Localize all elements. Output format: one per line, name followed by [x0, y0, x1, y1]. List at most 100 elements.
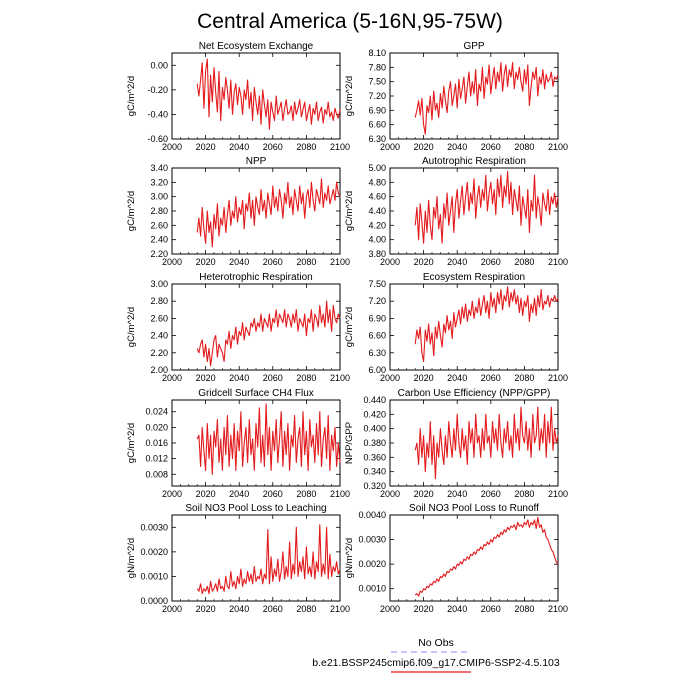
legend: No Obs b.e21.BSSP245cmip6.f09_g17.CMIP6-… — [312, 637, 560, 673]
x-tick-label: 2080 — [296, 142, 316, 152]
x-tick-label: 2080 — [296, 489, 316, 499]
y-axis-label: gC/m^2/d — [344, 191, 355, 231]
x-tick-label: 2000 — [380, 373, 400, 383]
y-tick-label: 7.80 — [368, 62, 386, 72]
y-axis-label: gN/m^2/d — [126, 538, 137, 578]
x-tick-label: 2000 — [380, 257, 400, 267]
panel-ecosystem-respiration: Ecosystem Respiration 2000 2020 2040 2060 208… — [344, 272, 568, 383]
x-tick-label: 2020 — [196, 142, 216, 152]
plot-frame — [171, 52, 341, 140]
y-tick-label: 4.60 — [368, 192, 386, 202]
y-tick-label: 4.00 — [368, 235, 386, 245]
x-tick-label: 2020 — [414, 142, 434, 152]
panel-autotrophic-respiration: Autotrophic Respiration 2000 2020 2040 2060 2… — [344, 156, 568, 267]
x-tick-label: 2000 — [162, 142, 182, 152]
x-tick-label: 2040 — [447, 373, 467, 383]
x-tick-label: 2060 — [263, 489, 283, 499]
y-tick-label: 0.440 — [363, 395, 386, 405]
y-tick-label: 6.30 — [368, 134, 386, 144]
x-tick-label: 2080 — [296, 257, 316, 267]
y-tick-label: 0.340 — [363, 467, 386, 477]
x-tick-label: 2000 — [162, 373, 182, 383]
x-tick-label: 2060 — [481, 142, 501, 152]
x-tick-label: 2040 — [229, 373, 249, 383]
x-tick-label: 2040 — [229, 142, 249, 152]
y-tick-label: 2.60 — [150, 313, 168, 323]
panel-gridcell-surface-ch4-flux: Gridcell Surface CH4 Flux 2000 2020 2040 206… — [126, 388, 350, 499]
x-tick-label: 2100 — [548, 142, 568, 152]
y-tick-label: 2.40 — [150, 235, 168, 245]
y-tick-label: 0.020 — [145, 422, 168, 432]
x-tick-label: 2000 — [380, 142, 400, 152]
series-line-npp — [196, 178, 341, 248]
series-line-gpp — [414, 62, 559, 135]
y-tick-label: 6.60 — [368, 331, 386, 341]
y-tick-label: 6.60 — [368, 120, 386, 130]
y-tick-label: 0.008 — [145, 469, 168, 479]
panel-soil-no3-pool-loss-to-runoff: Soil NO3 Pool Loss to Runoff 2000 2020 2040… — [344, 503, 568, 614]
x-tick-label: 2000 — [162, 604, 182, 614]
plot-frame — [389, 283, 559, 371]
panel-heterotrophic-respiration: Heterotrophic Respiration 2000 2020 2040 206… — [126, 272, 350, 383]
x-tick-label: 2000 — [162, 489, 182, 499]
y-tick-label: 2.00 — [150, 365, 168, 375]
y-tick-label: 4.80 — [368, 177, 386, 187]
y-tick-label: 8.10 — [368, 48, 386, 58]
legend-obs-label: No Obs — [418, 637, 454, 649]
x-tick-label: 2060 — [263, 142, 283, 152]
panel-gpp: GPP 2000 2020 2040 2060 2080 2100 8.10 7.80 7.50 7… — [344, 41, 568, 152]
y-tick-label: 2.80 — [150, 296, 168, 306]
y-axis-label: gC/m^2/d — [126, 76, 137, 116]
x-tick-label: 2040 — [447, 489, 467, 499]
series-line-net-ecosystem-exchange — [196, 58, 341, 130]
x-tick-label: 2060 — [481, 373, 501, 383]
legend-model-label: b.e21.BSSP245cmip6.f09_g17.CMIP6-SSP2-4.… — [312, 657, 560, 669]
panel-title: NPP — [246, 156, 267, 167]
y-tick-label: 3.40 — [150, 163, 168, 173]
x-tick-label: 2000 — [162, 257, 182, 267]
x-tick-label: 2040 — [229, 257, 249, 267]
y-tick-label: 0.012 — [145, 454, 168, 464]
y-tick-label: 0.400 — [363, 424, 386, 434]
y-tick-label: 0.360 — [363, 452, 386, 462]
x-tick-label: 2020 — [414, 257, 434, 267]
y-tick-label: 0.0030 — [358, 535, 386, 545]
series-line-soil-no3-pool-loss-to-runoff — [414, 516, 559, 597]
y-tick-label: 7.20 — [368, 296, 386, 306]
y-tick-label: 0.00 — [150, 60, 168, 70]
x-tick-label: 2100 — [548, 373, 568, 383]
y-tick-label: 7.20 — [368, 91, 386, 101]
x-tick-label: 2060 — [481, 604, 501, 614]
x-tick-label: 2020 — [196, 604, 216, 614]
x-tick-label: 2080 — [514, 142, 534, 152]
y-tick-label: 4.40 — [368, 206, 386, 216]
x-tick-label: 2000 — [380, 489, 400, 499]
panel-net-ecosystem-exchange: Net Ecosystem Exchange 2000 2020 2040 2060 20… — [126, 41, 350, 152]
panel-title: Heterotrophic Respiration — [199, 272, 312, 283]
y-tick-label: 0.0010 — [358, 584, 386, 594]
x-tick-label: 2020 — [414, 373, 434, 383]
y-tick-label: 5.00 — [368, 163, 386, 173]
y-tick-label: 7.50 — [368, 279, 386, 289]
x-tick-label: 2020 — [196, 373, 216, 383]
y-tick-label: 6.90 — [368, 105, 386, 115]
y-tick-label: 0.016 — [145, 438, 168, 448]
x-tick-label: 2040 — [447, 604, 467, 614]
y-tick-label: 6.00 — [368, 365, 386, 375]
y-tick-label: -0.60 — [147, 134, 168, 144]
plot-frame — [171, 514, 341, 602]
y-tick-label: 3.00 — [150, 279, 168, 289]
y-tick-label: 2.40 — [150, 331, 168, 341]
series-line-heterotrophic-respiration — [196, 300, 341, 367]
plot-frame — [389, 399, 559, 487]
x-tick-label: 2080 — [514, 604, 534, 614]
x-tick-label: 2020 — [196, 489, 216, 499]
x-tick-label: 2040 — [229, 604, 249, 614]
x-tick-label: 2060 — [263, 257, 283, 267]
y-tick-label: 0.320 — [363, 481, 386, 491]
x-tick-label: 2020 — [414, 604, 434, 614]
y-axis-label: gC/m^2/d — [344, 307, 355, 347]
y-tick-label: 0.380 — [363, 438, 386, 448]
x-tick-label: 2040 — [229, 489, 249, 499]
